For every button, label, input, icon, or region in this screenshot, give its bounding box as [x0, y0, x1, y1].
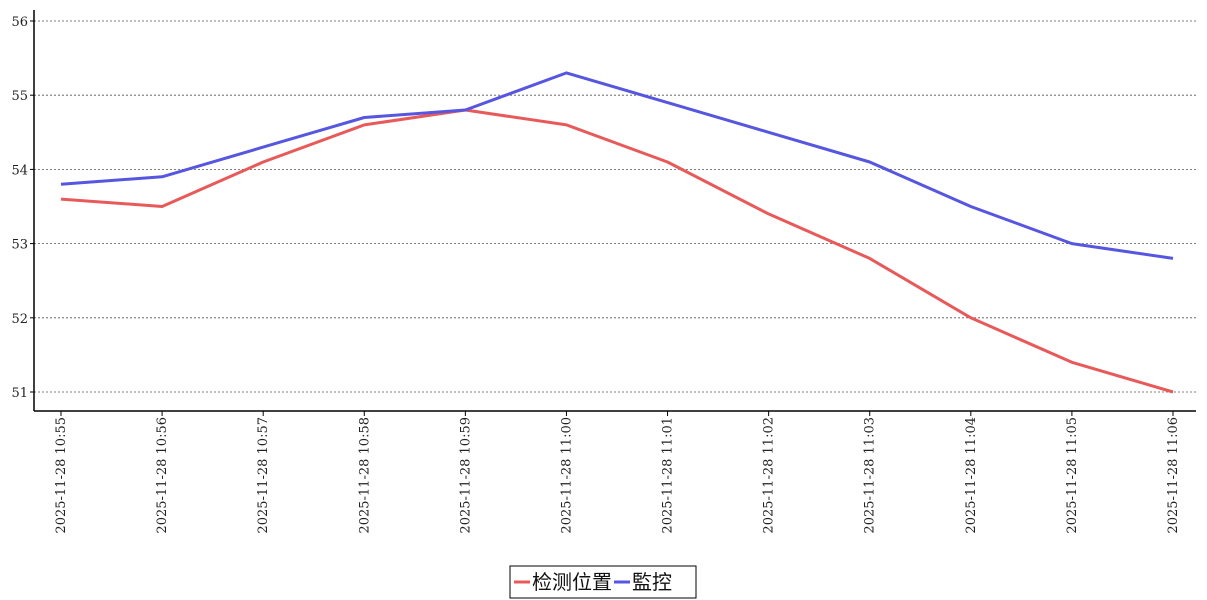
x-tick-label: 2025-11-28 10:55: [54, 417, 69, 534]
series-line-0: [60, 108, 1174, 394]
legend-label: 检测位置: [532, 570, 612, 594]
series-lines: [60, 71, 1174, 394]
x-tick-label: 2025-11-28 11:05: [1065, 417, 1080, 534]
series-line-1: [60, 71, 1174, 260]
y-tick-label: 55: [11, 89, 28, 104]
legend: 检测位置 監控: [509, 565, 697, 599]
y-tick-label: 53: [11, 238, 28, 253]
x-tick-label: 2025-11-28 10:59: [458, 417, 473, 534]
y-tick-label: 52: [11, 312, 28, 327]
x-tick-label: 2025-11-28 10:57: [256, 417, 271, 534]
x-tick-label: 2025-11-28 10:58: [357, 417, 372, 534]
x-tick-label: 2025-11-28 11:01: [661, 417, 676, 534]
legend-box: [509, 565, 697, 599]
x-tick-label: 2025-11-28 11:00: [559, 417, 574, 534]
grid-lines: [34, 20, 1196, 393]
y-tick-label: 56: [11, 15, 28, 30]
axes: [33, 10, 1196, 412]
x-tick-label: 2025-11-28 11:04: [964, 417, 979, 534]
y-tick-label: 54: [11, 163, 28, 178]
x-tick-label: 2025-11-28 10:56: [155, 417, 170, 534]
y-axis-ticks: 51 52 53 54 55 56: [11, 15, 34, 401]
x-axis-ticks: 2025-11-28 10:55 2025-11-28 10:56 2025-11-…: [54, 411, 1181, 534]
y-tick-label: 51: [11, 386, 28, 401]
x-tick-label: 2025-11-28 11:03: [863, 417, 878, 534]
legend-label: 監控: [632, 570, 672, 594]
x-tick-label: 2025-11-28 11:06: [1166, 417, 1181, 534]
x-tick-label: 2025-11-28 11:02: [762, 417, 777, 534]
